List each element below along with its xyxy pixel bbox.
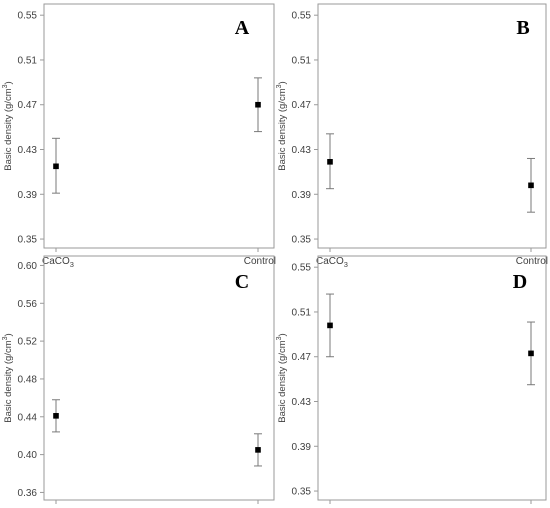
y-tick-label: 0.36	[18, 488, 38, 499]
y-tick-label: 0.39	[18, 190, 38, 201]
category-base: CaCO	[316, 256, 344, 267]
y-tick-label: 0.40	[18, 450, 38, 461]
y-tick-label: 0.39	[292, 190, 312, 201]
y-axis-label-superscript: 3	[2, 84, 9, 88]
y-tick-label: 0.43	[292, 397, 312, 408]
mean-point	[528, 182, 534, 189]
mean-point	[255, 101, 261, 108]
category-label: CaCO3	[316, 256, 348, 269]
mean-point	[53, 413, 59, 419]
y-axis-label: Basic density (g/cm3)	[276, 333, 288, 422]
y-tick-label: 0.35	[18, 235, 38, 246]
y-tick-label: 0.55	[292, 263, 312, 274]
category-subscript: 3	[70, 260, 74, 269]
y-tick-label: 0.51	[292, 307, 312, 318]
y-axis-label-close: )	[277, 333, 288, 336]
y-axis-label-superscript: 3	[276, 336, 283, 340]
y-tick-label: 0.48	[18, 374, 38, 385]
plot-frame	[43, 255, 275, 501]
mean-point	[255, 447, 261, 453]
y-tick-label: 0.60	[18, 261, 38, 272]
panel-C: 0.360.400.440.480.520.560.60CaCO3Control…	[2, 255, 275, 504]
y-axis-label-text: Basic density (g/cm	[3, 340, 14, 422]
category-base: Control	[244, 256, 276, 267]
category-label: Control	[244, 256, 276, 267]
y-axis-label-text: Basic density (g/cm	[277, 88, 288, 170]
y-tick-label: 0.35	[292, 487, 312, 498]
y-axis-label-superscript: 3	[276, 84, 283, 88]
plot-frame	[43, 3, 275, 249]
y-axis-label-close: )	[3, 81, 14, 84]
mean-point	[327, 322, 333, 329]
y-tick-label: 0.52	[18, 337, 38, 348]
category-label: Control	[516, 256, 548, 267]
y-tick-label: 0.47	[292, 100, 312, 111]
y-axis-label: Basic density (g/cm3)	[276, 81, 288, 170]
y-tick-label: 0.43	[292, 145, 312, 156]
mean-point	[327, 159, 333, 165]
category-label: CaCO3	[42, 256, 74, 269]
y-tick-label: 0.44	[18, 412, 38, 423]
y-tick-label: 0.51	[18, 55, 38, 66]
panel-letter: C	[235, 271, 249, 293]
y-tick-label: 0.47	[18, 100, 38, 111]
plot-frame	[317, 255, 547, 501]
y-tick-label: 0.43	[18, 145, 38, 156]
mean-point	[528, 350, 534, 357]
y-axis-label-close: )	[3, 333, 14, 336]
category-base: CaCO	[42, 256, 70, 267]
y-axis-label-text: Basic density (g/cm	[277, 340, 288, 422]
category-base: Control	[516, 256, 548, 267]
y-tick-label: 0.35	[292, 235, 312, 246]
y-axis-label: Basic density (g/cm3)	[2, 81, 14, 170]
panel-letter: A	[235, 17, 250, 39]
y-tick-label: 0.55	[18, 11, 38, 22]
mean-point	[53, 163, 59, 170]
y-tick-label: 0.39	[292, 442, 312, 453]
y-axis-label-close: )	[277, 81, 288, 84]
y-axis-label: Basic density (g/cm3)	[2, 333, 14, 422]
y-axis-label-superscript: 3	[2, 336, 9, 340]
y-tick-label: 0.51	[292, 55, 312, 66]
y-axis-label-text: Basic density (g/cm	[3, 88, 14, 170]
y-tick-label: 0.56	[18, 299, 38, 310]
panel-letter: D	[513, 271, 527, 293]
y-tick-label: 0.55	[292, 11, 312, 22]
panel-letter: B	[516, 17, 529, 39]
category-subscript: 3	[344, 260, 348, 269]
plot-frame	[317, 3, 547, 249]
panel-D: 0.350.390.430.470.510.55CaCO3ControlBasi…	[276, 255, 547, 504]
y-tick-label: 0.47	[292, 352, 312, 363]
